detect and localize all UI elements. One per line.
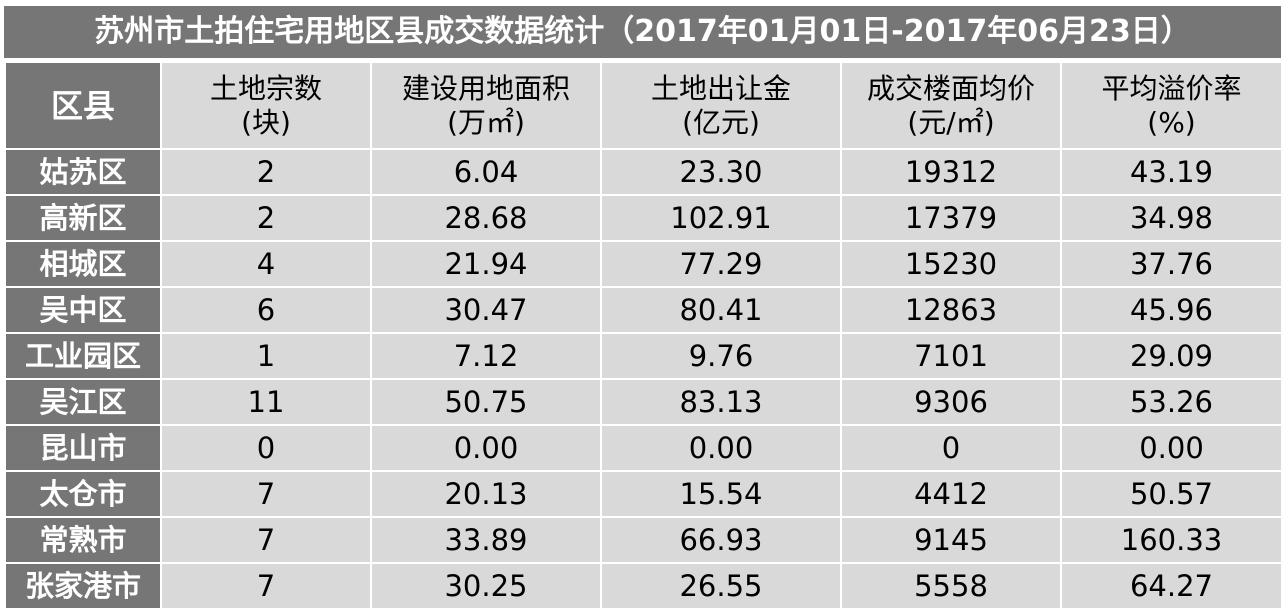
cell-transfer-fee: 0.00 bbox=[600, 424, 842, 472]
cell-premium-rate: 34.98 bbox=[1060, 194, 1283, 242]
land-stats-table: 区县 土地宗数 (块) 建设用地面积 (万㎡) 土地出让金 (亿元) 成交楼面均价 (元/㎡) 平… bbox=[4, 61, 1283, 610]
table-row: 吴中区 6 30.47 80.41 12863 45.96 bbox=[4, 286, 1283, 334]
cell-land-count: 7 bbox=[160, 562, 372, 610]
cell-area: 28.68 bbox=[370, 194, 602, 242]
cell-premium-rate: 160.33 bbox=[1060, 516, 1283, 564]
cell-avg-price: 17379 bbox=[840, 194, 1062, 242]
cell-district: 吴中区 bbox=[4, 286, 162, 334]
header-unit: (块) bbox=[241, 105, 291, 139]
cell-transfer-fee: 83.13 bbox=[600, 378, 842, 426]
table-row: 相城区 4 21.94 77.29 15230 37.76 bbox=[4, 240, 1283, 288]
cell-transfer-fee: 23.30 bbox=[600, 148, 842, 196]
cell-district: 相城区 bbox=[4, 240, 162, 288]
cell-district: 昆山市 bbox=[4, 424, 162, 472]
cell-transfer-fee: 102.91 bbox=[600, 194, 842, 242]
cell-district: 高新区 bbox=[4, 194, 162, 242]
cell-transfer-fee: 9.76 bbox=[600, 332, 842, 380]
cell-avg-price: 7101 bbox=[840, 332, 1062, 380]
table-title: 苏州市土拍住宅用地区县成交数据统计（2017年01月01日-2017年06月23… bbox=[4, 6, 1281, 58]
cell-area: 30.47 bbox=[370, 286, 602, 334]
cell-transfer-fee: 80.41 bbox=[600, 286, 842, 334]
cell-premium-rate: 53.26 bbox=[1060, 378, 1283, 426]
header-label: 成交楼面均价 bbox=[866, 71, 1035, 105]
cell-transfer-fee: 77.29 bbox=[600, 240, 842, 288]
cell-premium-rate: 37.76 bbox=[1060, 240, 1283, 288]
cell-premium-rate: 50.57 bbox=[1060, 470, 1283, 518]
header-premium-rate: 平均溢价率 (%) bbox=[1060, 61, 1283, 150]
cell-area: 50.75 bbox=[370, 378, 602, 426]
cell-district: 张家港市 bbox=[4, 562, 162, 610]
cell-land-count: 7 bbox=[160, 470, 372, 518]
header-label: 区县 bbox=[50, 86, 115, 125]
cell-avg-price: 9145 bbox=[840, 516, 1062, 564]
cell-land-count: 11 bbox=[160, 378, 372, 426]
header-land-count: 土地宗数 (块) bbox=[160, 61, 372, 150]
cell-premium-rate: 29.09 bbox=[1060, 332, 1283, 380]
cell-area: 33.89 bbox=[370, 516, 602, 564]
cell-avg-price: 0 bbox=[840, 424, 1062, 472]
table-row: 张家港市 7 30.25 26.55 5558 64.27 bbox=[4, 562, 1283, 610]
cell-land-count: 2 bbox=[160, 194, 372, 242]
cell-district: 太仓市 bbox=[4, 470, 162, 518]
cell-land-count: 2 bbox=[160, 148, 372, 196]
cell-land-count: 0 bbox=[160, 424, 372, 472]
cell-land-count: 4 bbox=[160, 240, 372, 288]
header-label: 土地出让金 bbox=[650, 71, 791, 105]
header-label: 建设用地面积 bbox=[401, 71, 570, 105]
header-district: 区县 bbox=[4, 61, 162, 150]
header-area: 建设用地面积 (万㎡) bbox=[370, 61, 602, 150]
cell-transfer-fee: 66.93 bbox=[600, 516, 842, 564]
cell-area: 21.94 bbox=[370, 240, 602, 288]
header-unit: (亿元) bbox=[682, 105, 760, 139]
table-row: 吴江区 11 50.75 83.13 9306 53.26 bbox=[4, 378, 1283, 426]
cell-district: 吴江区 bbox=[4, 378, 162, 426]
cell-area: 30.25 bbox=[370, 562, 602, 610]
table-row: 姑苏区 2 6.04 23.30 19312 43.19 bbox=[4, 148, 1283, 196]
cell-land-count: 6 bbox=[160, 286, 372, 334]
header-row: 区县 土地宗数 (块) 建设用地面积 (万㎡) 土地出让金 (亿元) 成交楼面均价 (元/㎡) 平… bbox=[4, 61, 1283, 150]
cell-avg-price: 5558 bbox=[840, 562, 1062, 610]
cell-premium-rate: 0.00 bbox=[1060, 424, 1283, 472]
header-unit: (%) bbox=[1147, 105, 1196, 139]
header-label: 土地宗数 bbox=[209, 71, 322, 105]
cell-area: 0.00 bbox=[370, 424, 602, 472]
header-label: 平均溢价率 bbox=[1101, 71, 1242, 105]
cell-area: 20.13 bbox=[370, 470, 602, 518]
table-row: 太仓市 7 20.13 15.54 4412 50.57 bbox=[4, 470, 1283, 518]
cell-premium-rate: 64.27 bbox=[1060, 562, 1283, 610]
cell-premium-rate: 45.96 bbox=[1060, 286, 1283, 334]
cell-district: 姑苏区 bbox=[4, 148, 162, 196]
cell-premium-rate: 43.19 bbox=[1060, 148, 1283, 196]
cell-avg-price: 15230 bbox=[840, 240, 1062, 288]
cell-land-count: 7 bbox=[160, 516, 372, 564]
cell-transfer-fee: 26.55 bbox=[600, 562, 842, 610]
header-transfer-fee: 土地出让金 (亿元) bbox=[600, 61, 842, 150]
cell-avg-price: 4412 bbox=[840, 470, 1062, 518]
cell-district: 常熟市 bbox=[4, 516, 162, 564]
cell-avg-price: 12863 bbox=[840, 286, 1062, 334]
cell-avg-price: 19312 bbox=[840, 148, 1062, 196]
cell-area: 6.04 bbox=[370, 148, 602, 196]
table-row: 常熟市 7 33.89 66.93 9145 160.33 bbox=[4, 516, 1283, 564]
table-row: 工业园区 1 7.12 9.76 7101 29.09 bbox=[4, 332, 1283, 380]
cell-avg-price: 9306 bbox=[840, 378, 1062, 426]
cell-area: 7.12 bbox=[370, 332, 602, 380]
cell-transfer-fee: 15.54 bbox=[600, 470, 842, 518]
header-unit: (元/㎡) bbox=[907, 105, 995, 139]
cell-district: 工业园区 bbox=[4, 332, 162, 380]
table-row: 昆山市 0 0.00 0.00 0 0.00 bbox=[4, 424, 1283, 472]
table-row: 高新区 2 28.68 102.91 17379 34.98 bbox=[4, 194, 1283, 242]
header-avg-price: 成交楼面均价 (元/㎡) bbox=[840, 61, 1062, 150]
cell-land-count: 1 bbox=[160, 332, 372, 380]
header-unit: (万㎡) bbox=[447, 105, 525, 139]
